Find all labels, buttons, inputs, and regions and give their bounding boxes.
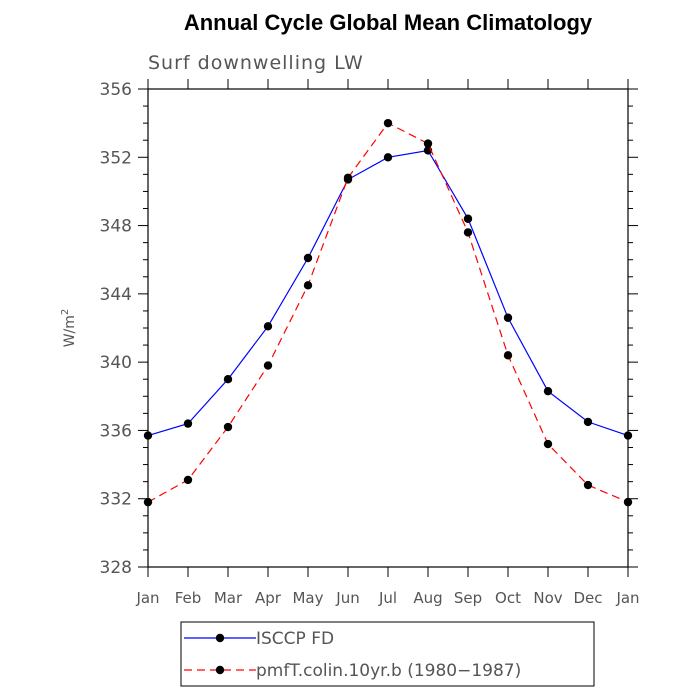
legend-box [180, 621, 595, 687]
series-1-point [223, 422, 233, 432]
y-tick-label: 356 [100, 80, 132, 100]
y-tick-label: 348 [100, 217, 132, 237]
series-1-point [543, 439, 553, 449]
x-tick-label: Aug [413, 589, 442, 607]
series-0-point [263, 322, 273, 331]
x-tick-label: Nov [533, 589, 562, 607]
series-0-point [583, 417, 593, 427]
y-axis-label-base: W/m [62, 315, 78, 347]
series-0-point [383, 153, 393, 162]
y-axis-label: W/m2 [60, 309, 78, 348]
plot-area [143, 118, 633, 507]
y-tick-label: 332 [100, 490, 132, 510]
legend: ISCCP FD pmfT.colin.10yr.b (1980−1987) [180, 621, 595, 687]
x-tick-label: Apr [255, 589, 282, 607]
legend-label-1: pmfT.colin.10yr.b (1980−1987) [256, 661, 521, 681]
legend-marker-0 [215, 633, 225, 643]
y-tick-label: 344 [100, 285, 132, 305]
y-tick-label: 352 [100, 148, 132, 168]
x-tick-label: May [292, 589, 323, 607]
x-tick-label: Jul [378, 589, 397, 607]
y-tick-label: 336 [100, 421, 132, 441]
series-1-point [263, 361, 273, 370]
x-tick-label: Mar [214, 589, 243, 607]
legend-label-0: ISCCP FD [256, 629, 334, 649]
x-tick-label: Dec [573, 589, 602, 607]
x-tick-label: Oct [495, 589, 521, 607]
series-1-point [463, 228, 473, 237]
chart-title: Annual Cycle Global Mean Climatology [184, 10, 593, 35]
series-0-point [463, 214, 473, 223]
x-tick-label: Jan [135, 589, 159, 607]
chart-subtitle: Surf downwelling LW [148, 52, 364, 74]
series-1-point [303, 281, 313, 290]
series-0-point [183, 419, 193, 428]
y-tick-label: 328 [100, 558, 132, 578]
series-1-point [423, 139, 433, 148]
axes: 328 332 336 340 344 348 352 356 Jan Feb Mar Apr May J… [100, 79, 640, 607]
series-1-point [183, 475, 193, 485]
y-tick-label: 340 [100, 353, 132, 373]
series-line-1 [147, 122, 629, 503]
svg-text:W/m2: W/m2 [60, 309, 78, 348]
x-tick-label: Jan [615, 589, 639, 607]
x-tick-label: Feb [175, 589, 202, 607]
series-0-point [543, 386, 553, 396]
legend-marker-1 [215, 665, 225, 675]
series-0-point [503, 313, 513, 322]
x-tick-label: Sep [454, 589, 482, 607]
x-tick-label: Jun [335, 589, 359, 607]
series-1-point [343, 173, 353, 182]
series-0-point [303, 253, 313, 263]
series-0-point [223, 375, 233, 384]
series-1-point [583, 480, 593, 490]
series-1-point [383, 118, 393, 128]
y-axis-label-superscript: 2 [60, 309, 71, 315]
series-1-point [503, 351, 513, 360]
series-line-0 [147, 149, 629, 437]
